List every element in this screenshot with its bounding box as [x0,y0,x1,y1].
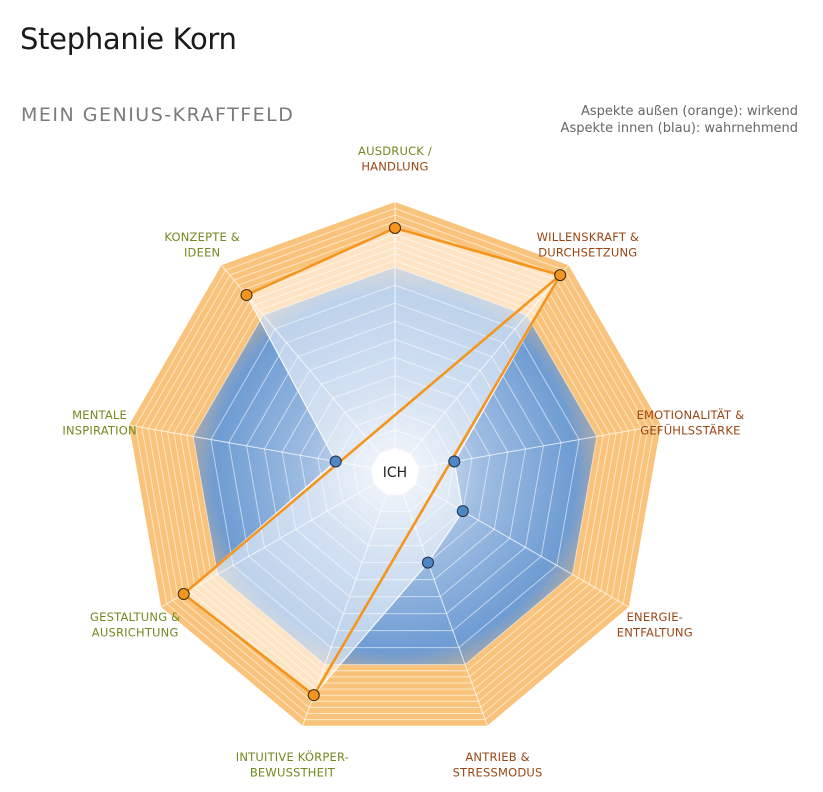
inner-point [421,556,434,569]
inner-grid-ring [228,302,562,632]
axis-label-line: AUSDRUCK / [358,144,432,158]
axis-label-7: MENTALE INSPIRATION [62,408,136,438]
person-name: Stephanie Korn [20,22,237,56]
axis-label-line: ENERGIE- [627,610,683,624]
axis-label-line: GEFÜHLSSTÄRKE [640,421,740,437]
outer-grid-ring [154,227,636,702]
center-hub [371,448,419,495]
axis-labels: AUSDRUCK / HANDLUNG WILLENSKRAFT & DURCHSET… [62,144,744,779]
axis-label-line: INSPIRATION [62,423,136,437]
axis-label-line: INTUITIVE KÖRPER- [236,748,349,764]
inner-point [456,505,469,518]
center-label: ICH [383,465,407,481]
outer-point [554,269,567,282]
axis-label-line: KONZEPTE & [164,230,240,244]
axis-label-6: GESTALTUNG & AUSRICHTUNG [90,610,180,640]
outer-grid-ring [173,246,617,684]
inner-grid-ring [210,284,580,649]
axis-label-line: MENTALE [72,408,127,422]
outer-grid-ring [166,240,624,690]
inner-point [448,455,461,468]
axis-label-line: ENTFALTUNG [617,625,693,639]
axis-label-line: EMOTIONALITÄT & [637,407,745,422]
inner-point [329,455,342,468]
axis-label-0: AUSDRUCK / HANDLUNG [358,144,432,174]
outer-point [389,222,401,234]
outer-grid-ring [134,207,656,721]
chart-title: MEIN GENIUS-KRAFTFELD [21,104,295,126]
axis-label-line: STRESSMODUS [453,765,543,779]
radar-data [177,222,567,702]
legend: Aspekte außen (orange): wirkend Aspekte … [561,103,798,137]
axis-label-line: IDEEN [184,246,220,260]
axis-label-line: WILLENSKRAFT & [537,230,640,244]
axis-label-line: ANTRIEB & [465,750,529,764]
outer-grid-ring [186,259,604,672]
axis-label-5: INTUITIVE KÖRPER-BEWUSSTHEIT [236,748,349,780]
inner-grid-ring [246,320,544,615]
outer-series-line [182,226,562,697]
axis-label-3: ENERGIE-ENTFALTUNG [617,610,693,640]
outer-point [177,588,190,600]
field-shape [182,227,562,697]
axis-label-2: EMOTIONALITÄT & GEFÜHLSSTÄRKE [637,407,745,438]
axis-label-line: HANDLUNG [361,159,428,173]
outer-point [307,689,320,702]
axis-label-1: WILLENSKRAFT & DURCHSETZUNG [537,230,640,260]
outer-grid-ring [179,253,611,678]
axis-label-line: GESTALTUNG & [90,610,180,624]
radar-center: ICH [371,448,419,495]
axis-label-8: KONZEPTE & IDEEN [164,230,240,260]
outer-grid-ring [141,214,649,714]
axis-label-line: BEWUSSTHEIT [250,765,336,779]
axis-label-4: ANTRIEB & STRESSMODUS [453,750,543,780]
axis-label-line: DURCHSETZUNG [538,246,637,260]
outer-grid-ring [160,233,630,696]
legend-outer: Aspekte außen (orange): wirkend [581,104,798,119]
outer-grid-ring [147,220,643,708]
inner-grid-ring [192,266,598,666]
outer-point [240,289,253,302]
legend-inner: Aspekte innen (blau): wahrnehmend [560,121,798,136]
axis-label-line: AUSRICHTUNG [92,625,179,639]
